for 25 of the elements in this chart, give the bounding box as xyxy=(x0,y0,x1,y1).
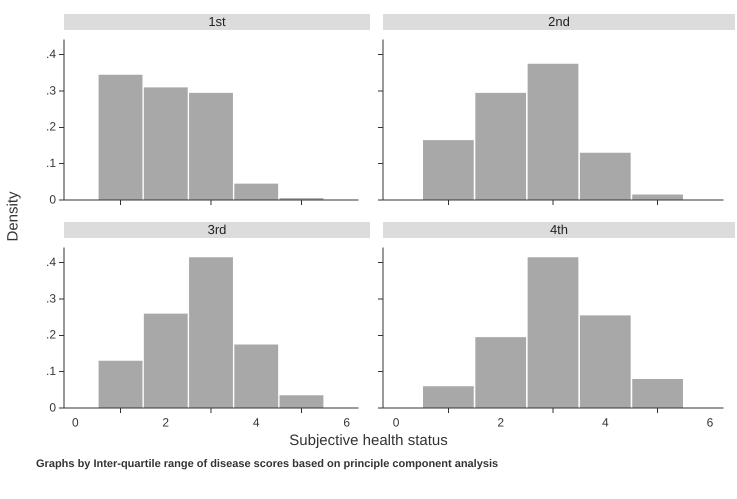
y-tick-label: .4 xyxy=(46,255,56,270)
x-tick-label: 0 xyxy=(72,416,79,430)
y-tick-label: .1 xyxy=(46,364,56,378)
y-tick-label: 0 xyxy=(49,192,56,206)
y-tick-label: .2 xyxy=(46,328,56,342)
x-tick-label: 4 xyxy=(602,416,609,430)
x-tick-label: 6 xyxy=(706,416,714,430)
x-tick-label: 2 xyxy=(497,416,504,430)
x-tick-label: 4 xyxy=(252,416,260,430)
y-tick-label: .3 xyxy=(46,83,56,98)
y-tick-label: .4 xyxy=(46,47,56,62)
text: Graphs by Inter-quartile range of disease scores based on principle component analysis xyxy=(36,458,498,470)
y-tick-label: .2 xyxy=(46,120,56,134)
x-axis-title: Subjective health status xyxy=(288,432,449,449)
chart-title: 4th xyxy=(383,222,735,238)
x-tick-label: 6 xyxy=(343,416,350,430)
chart-title: 3rd xyxy=(64,222,370,238)
x-tick-label: 0 xyxy=(392,416,400,430)
y-tick-label: 0 xyxy=(49,400,56,414)
y-tick-label: .1 xyxy=(46,156,56,170)
y-axis-title: Density xyxy=(4,191,22,242)
chart-title: 1st xyxy=(64,14,370,30)
y-tick-label: .3 xyxy=(46,291,56,306)
x-tick-label: 2 xyxy=(162,416,170,430)
chart-title: 2nd xyxy=(383,14,735,30)
